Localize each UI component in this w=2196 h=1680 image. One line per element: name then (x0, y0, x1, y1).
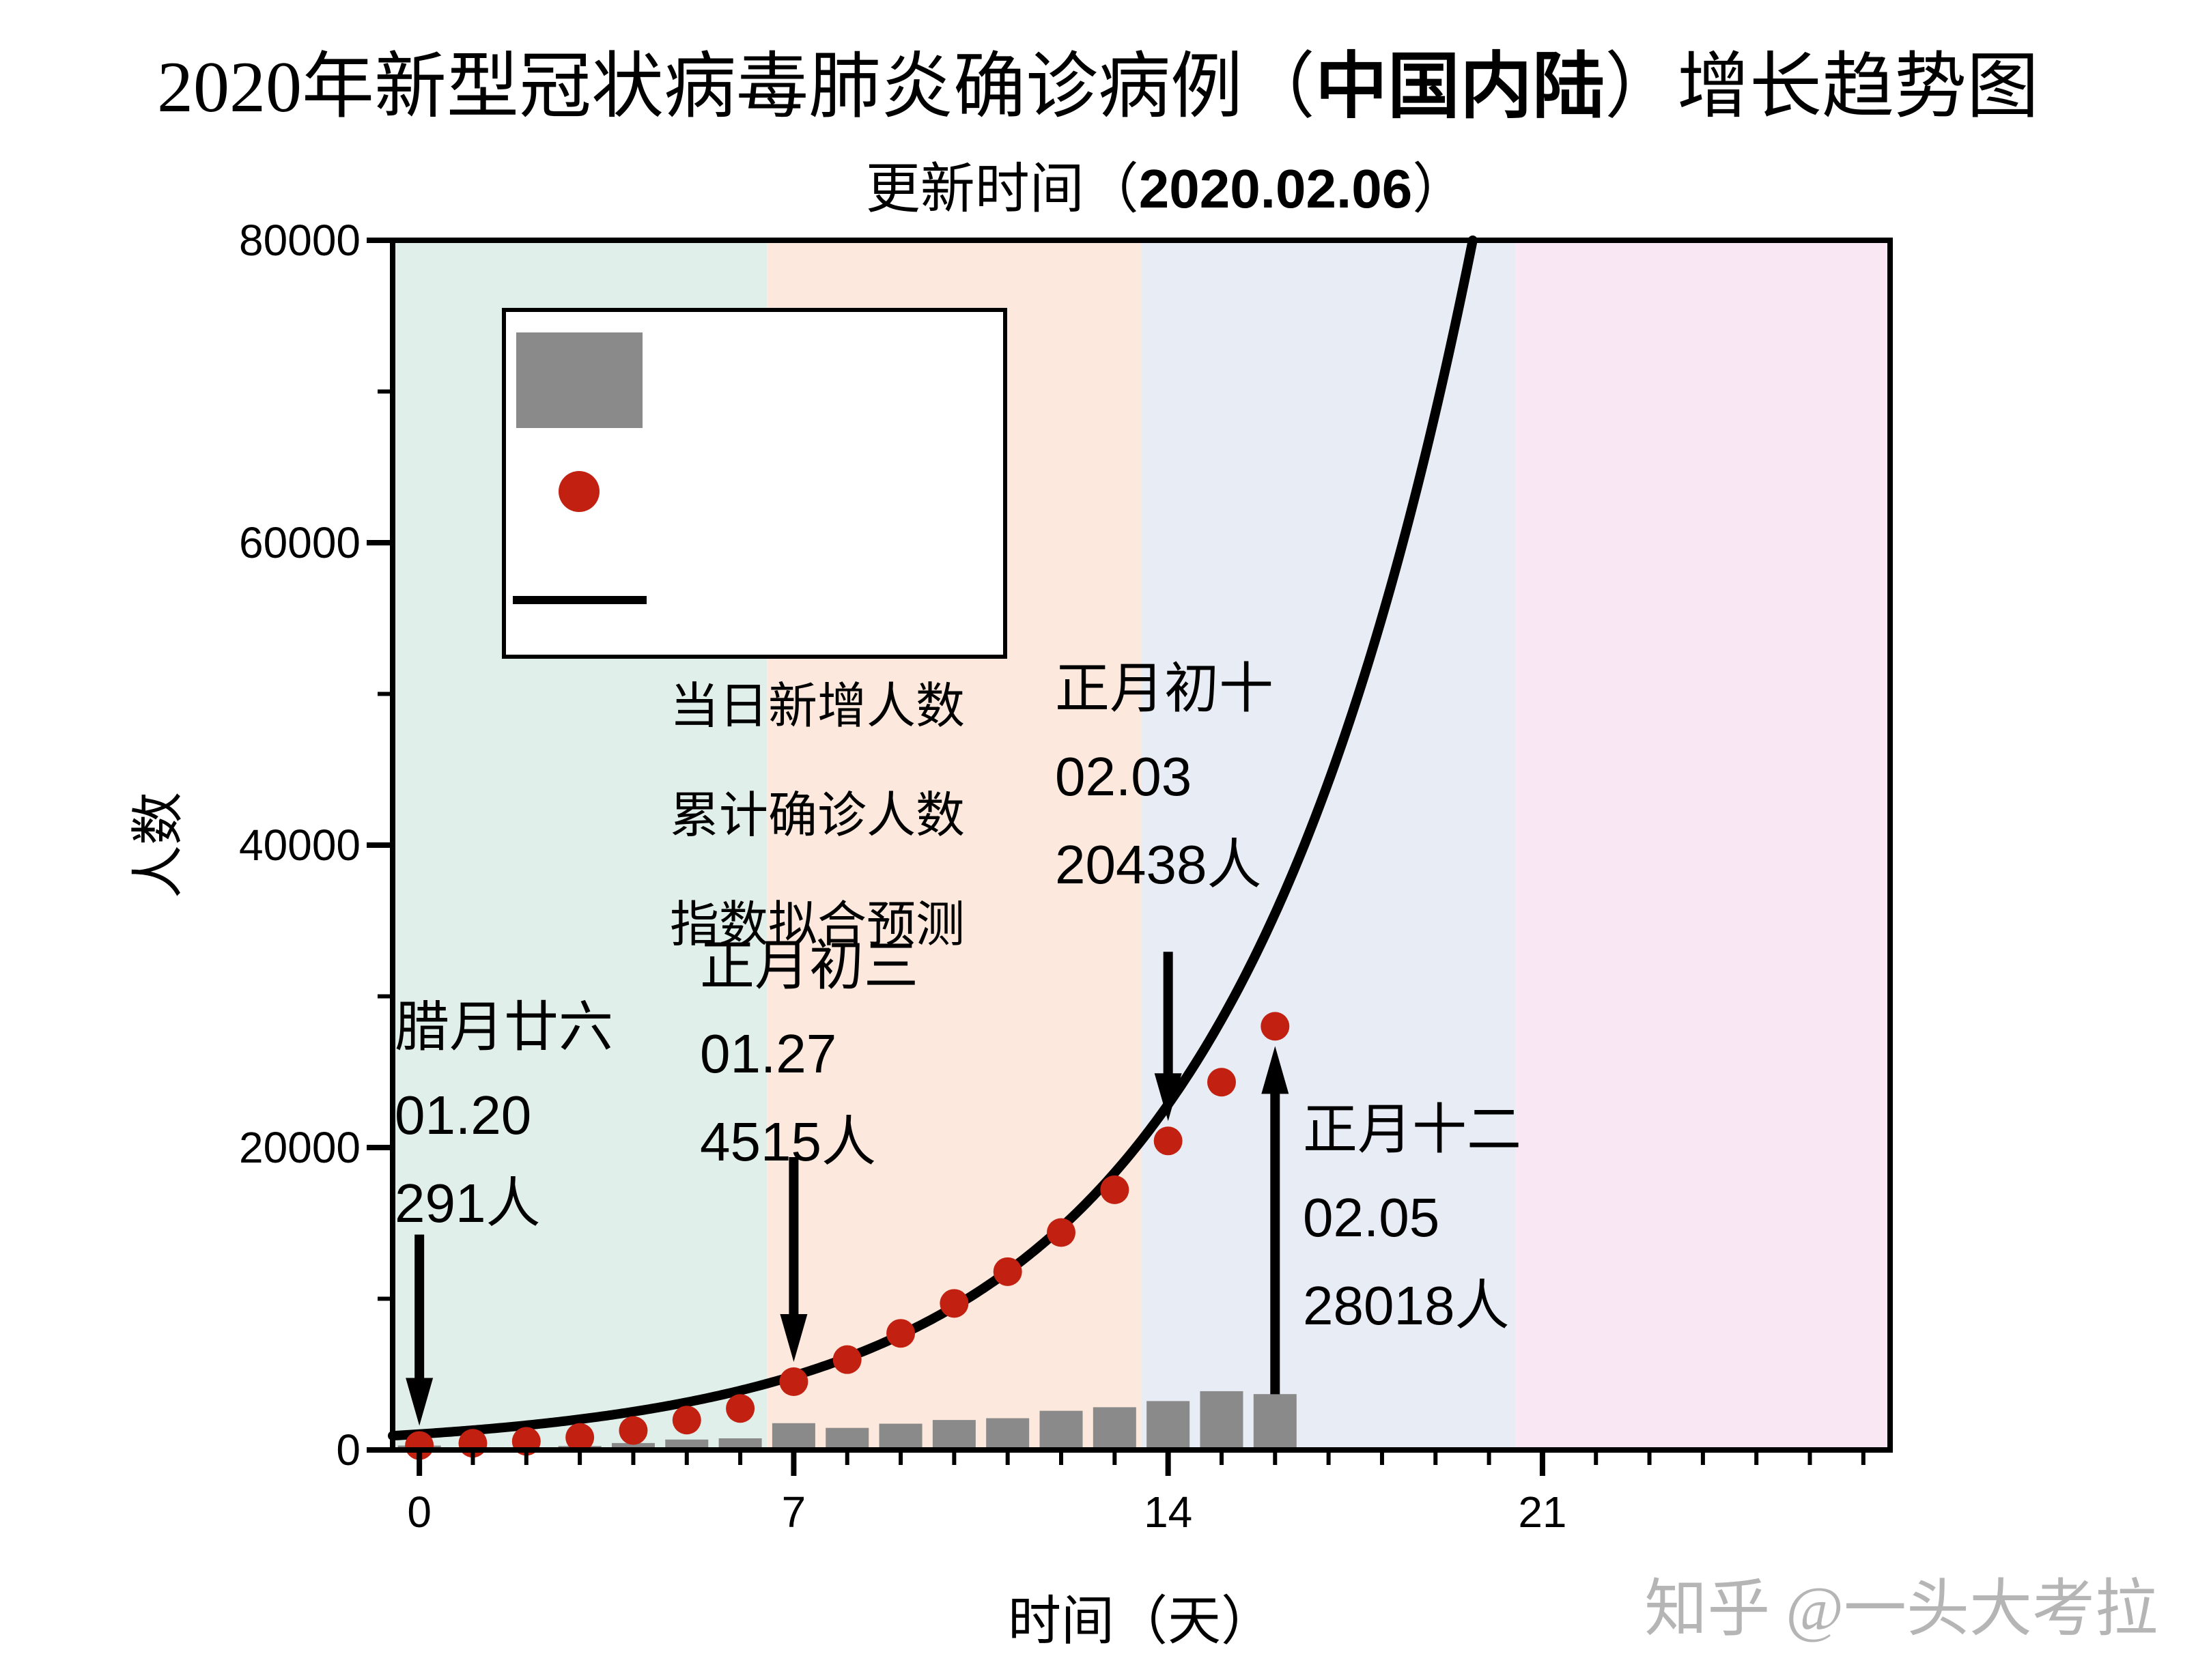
bar-day-4 (611, 1442, 655, 1450)
cumulative-point-day-13 (1100, 1175, 1129, 1204)
legend-line-swatch-icon (513, 596, 647, 604)
annotation-01-20-date: 01.20 (395, 1085, 532, 1145)
x-tick-label: 0 (407, 1487, 432, 1537)
bg-region-3 (1515, 240, 1890, 1450)
cumulative-point-day-15 (1207, 1068, 1236, 1097)
bar-day-15 (1200, 1391, 1243, 1450)
bar-day-11 (986, 1418, 1030, 1450)
annotation-arrowhead-3 (1261, 1046, 1289, 1094)
chart-subtitle-prefix: 更新时间（ (865, 160, 1139, 220)
legend-item-fit: 指数拟合预测 (670, 898, 966, 952)
annotation-02-05-count: 28018人 (1303, 1275, 1510, 1336)
cumulative-point-day-3 (565, 1423, 595, 1452)
bar-day-12 (1039, 1410, 1083, 1450)
cumulative-point-day-9 (886, 1319, 916, 1348)
annotation-02-05-line1: 正月十二 (1303, 1100, 1521, 1161)
x-axis-title: 时间（天） (1007, 1591, 1275, 1651)
legend-item-daily-new: 当日新增人数 (670, 679, 966, 734)
legend: 当日新增人数 累计确诊人数 指数拟合预测 (502, 308, 1007, 952)
legend-dot-swatch-icon (559, 471, 600, 512)
annotation-02-05: 正月十二 02.05 28018人 (1303, 1087, 1521, 1350)
chart-subtitle: 更新时间（2020.02.06） (68, 145, 2196, 224)
legend-bar-swatch-icon (516, 332, 643, 428)
annotation-01-27-date: 01.27 (700, 1023, 837, 1084)
bar-day-8 (826, 1427, 869, 1450)
chart-title-highlight: 中国内陆 (1315, 47, 1605, 127)
annotation-02-05-date: 02.05 (1303, 1187, 1440, 1248)
watermark: 知乎 @一头大考拉 (1644, 1574, 2158, 1644)
chart-title: 2020年新型冠状病毒肺炎确诊病例（中国内陆）增长趋势图 (0, 47, 2196, 128)
cumulative-point-day-12 (1047, 1218, 1076, 1247)
annotation-01-27-line1: 正月初三 (700, 937, 918, 997)
fit-curve (388, 236, 1478, 1441)
annotation-02-03: 正月初十 02.03 20438人 (1055, 646, 1273, 909)
cumulative-point-day-5 (672, 1406, 701, 1435)
cumulative-point-day-16 (1261, 1012, 1290, 1041)
bar-day-7 (772, 1423, 815, 1450)
annotation-01-20-line1: 腊月廿六 (395, 998, 613, 1058)
chart-subtitle-date: 2020.02.06 (1138, 158, 1413, 219)
chart-subtitle-suffix: ） (1412, 160, 1467, 220)
cumulative-point-day-7 (779, 1367, 808, 1396)
bar-day-9 (879, 1423, 923, 1450)
cumulative-point-day-10 (940, 1289, 969, 1318)
x-tick-label: 7 (782, 1487, 806, 1537)
chart-title-suffix: ）增长趋势图 (1605, 47, 2039, 127)
bar-day-6 (718, 1438, 762, 1450)
y-tick-label: 0 (336, 1425, 361, 1475)
bg-region-2 (1141, 240, 1516, 1450)
y-tick-label: 80000 (239, 216, 361, 265)
cumulative-point-day-14 (1153, 1126, 1183, 1156)
annotation-01-27-count: 4515人 (700, 1111, 876, 1172)
annotation-arrowhead-1 (780, 1313, 808, 1362)
cumulative-point-day-4 (619, 1416, 648, 1445)
cumulative-point-day-11 (993, 1257, 1022, 1286)
annotation-arrowhead-0 (406, 1378, 434, 1426)
cumulative-point-day-0 (405, 1431, 434, 1460)
annotation-01-20: 腊月廿六 01.20 291人 (395, 984, 613, 1248)
x-tick-label: 14 (1144, 1487, 1192, 1537)
bar-day-14 (1146, 1401, 1190, 1450)
annotation-01-27: 正月初三 01.27 4515人 (700, 923, 918, 1186)
legend-item-cumulative: 累计确诊人数 (670, 788, 966, 843)
bar-day-13 (1093, 1407, 1136, 1450)
annotation-02-03-date: 02.03 (1055, 746, 1192, 807)
annotation-02-03-line1: 正月初十 (1055, 659, 1273, 720)
bar-day-10 (932, 1420, 976, 1450)
cumulative-point-day-6 (726, 1394, 755, 1423)
annotation-02-03-count: 20438人 (1055, 834, 1262, 895)
y-tick-label: 20000 (239, 1123, 361, 1172)
bar-day-16 (1253, 1394, 1297, 1450)
cumulative-point-day-8 (832, 1345, 862, 1374)
annotation-arrowhead-2 (1154, 1073, 1182, 1122)
y-tick-label: 60000 (239, 518, 361, 567)
x-tick-label: 21 (1518, 1487, 1566, 1537)
annotation-01-20-count: 291人 (395, 1173, 541, 1234)
y-tick-label: 40000 (239, 821, 361, 870)
chart-title-prefix: 2020年新型冠状病毒肺炎确诊病例（ (157, 47, 1315, 127)
y-axis-title: 人数 (128, 791, 188, 899)
